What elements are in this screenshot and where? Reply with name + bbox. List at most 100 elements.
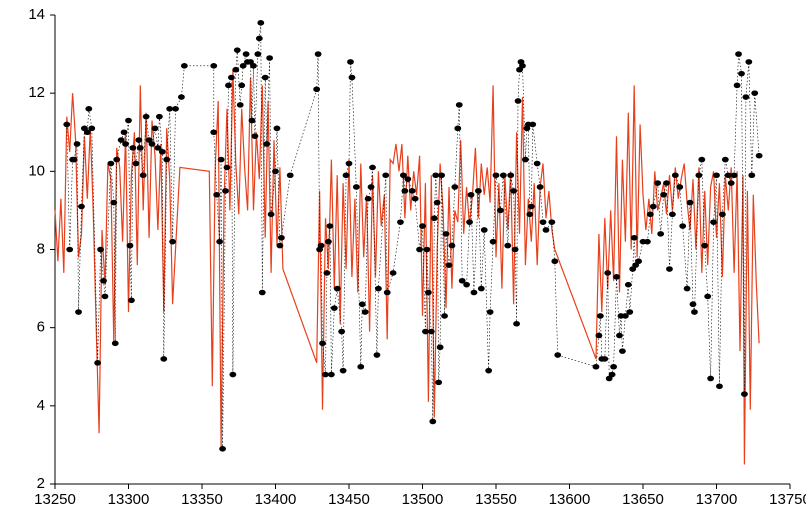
point xyxy=(489,238,497,245)
point xyxy=(254,51,262,57)
point xyxy=(608,371,616,378)
point xyxy=(710,219,717,225)
point xyxy=(485,367,493,374)
point xyxy=(657,231,665,237)
y-tick-label: 4 xyxy=(37,397,45,414)
point xyxy=(404,176,412,182)
point xyxy=(399,172,407,179)
point xyxy=(601,356,609,362)
point xyxy=(348,74,356,81)
point xyxy=(519,63,526,69)
point xyxy=(616,332,623,339)
point xyxy=(257,20,265,26)
point xyxy=(435,379,443,386)
point xyxy=(536,184,544,190)
point xyxy=(317,242,325,249)
point xyxy=(671,172,679,179)
point xyxy=(416,246,423,253)
point xyxy=(548,219,556,225)
point xyxy=(327,371,335,378)
point xyxy=(660,191,667,198)
point xyxy=(445,262,453,268)
point xyxy=(707,375,715,382)
point xyxy=(178,94,185,100)
point xyxy=(286,172,294,179)
x-tick-label: 13700 xyxy=(696,491,738,508)
x-tick-label: 13350 xyxy=(181,491,223,508)
point xyxy=(267,211,275,218)
point xyxy=(158,148,166,155)
point xyxy=(345,160,353,167)
point xyxy=(592,363,600,370)
x-tick-label: 13650 xyxy=(622,491,664,508)
point xyxy=(125,117,132,124)
point xyxy=(160,356,168,362)
point xyxy=(689,301,697,308)
point xyxy=(277,234,285,241)
point xyxy=(210,63,218,69)
point xyxy=(330,305,338,311)
point xyxy=(110,199,118,206)
point xyxy=(325,238,332,245)
point xyxy=(741,391,748,397)
point xyxy=(401,188,409,194)
x-tick-label: 13750 xyxy=(769,491,806,508)
point xyxy=(229,371,237,378)
point xyxy=(326,223,334,229)
point xyxy=(499,172,507,179)
point xyxy=(486,309,494,315)
point xyxy=(347,59,354,65)
point xyxy=(129,145,137,151)
point xyxy=(111,340,119,347)
point xyxy=(63,121,71,128)
point xyxy=(419,223,426,229)
point xyxy=(358,301,366,308)
point xyxy=(646,211,654,218)
point xyxy=(338,328,346,335)
point xyxy=(169,238,177,245)
point xyxy=(526,211,534,218)
point xyxy=(225,82,232,89)
point xyxy=(480,227,488,233)
point xyxy=(596,313,604,319)
point xyxy=(738,70,745,77)
point xyxy=(323,270,331,276)
point xyxy=(686,199,694,206)
point xyxy=(313,86,321,93)
point xyxy=(339,367,347,374)
point xyxy=(424,289,432,296)
point xyxy=(78,203,85,210)
point xyxy=(66,246,74,253)
point xyxy=(94,360,102,366)
point xyxy=(180,63,188,69)
point xyxy=(649,203,657,210)
point xyxy=(507,172,515,179)
y-tick-label: 14 xyxy=(28,6,45,23)
point xyxy=(135,137,143,143)
point xyxy=(551,258,559,265)
point xyxy=(542,227,550,233)
point xyxy=(357,363,365,370)
point xyxy=(676,184,684,190)
point xyxy=(154,145,162,151)
point xyxy=(411,195,419,202)
point xyxy=(427,328,435,335)
point xyxy=(166,106,174,112)
point xyxy=(117,137,125,143)
point xyxy=(276,242,284,249)
point xyxy=(441,313,448,319)
point xyxy=(172,106,179,112)
point xyxy=(210,129,218,136)
point xyxy=(217,156,225,163)
point xyxy=(322,371,329,378)
point xyxy=(75,309,82,315)
point xyxy=(85,106,93,112)
point xyxy=(727,180,735,186)
point xyxy=(136,145,144,151)
series-line xyxy=(54,69,760,465)
point xyxy=(383,289,391,296)
point xyxy=(263,141,271,147)
point xyxy=(604,270,612,276)
point xyxy=(451,184,459,190)
point xyxy=(458,277,466,284)
